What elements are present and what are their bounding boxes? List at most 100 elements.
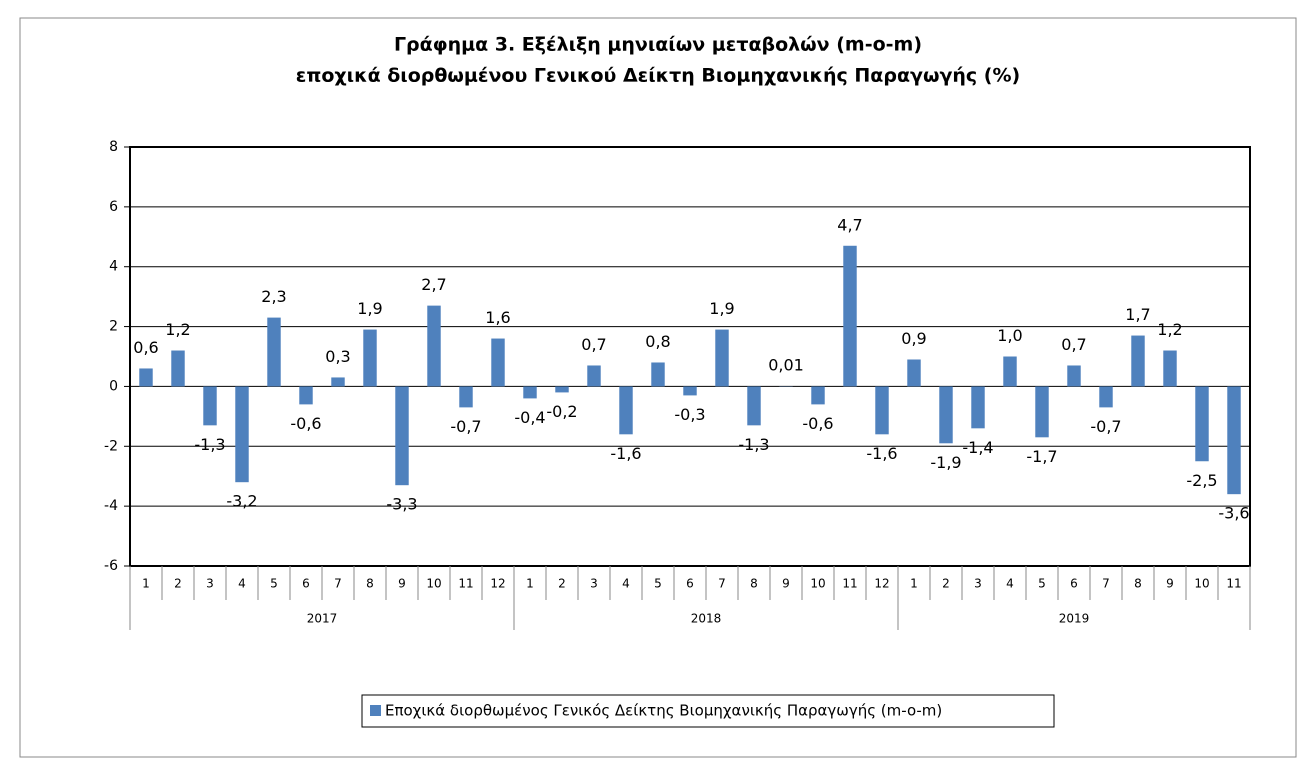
x-tick-label: 2 (558, 577, 566, 591)
x-tick-label: 2 (942, 577, 950, 591)
value-label: 1,2 (1157, 320, 1182, 339)
value-label: -3,6 (1218, 504, 1249, 523)
bar (971, 386, 984, 428)
value-label: 1,0 (997, 326, 1022, 345)
bar (619, 386, 632, 434)
value-label: 1,9 (357, 299, 382, 318)
bar (491, 339, 504, 387)
bar (203, 386, 216, 425)
bar (459, 386, 472, 407)
bar (1003, 357, 1016, 387)
bar (683, 386, 696, 395)
value-label: 4,7 (837, 215, 862, 234)
value-label: 1,7 (1125, 305, 1150, 324)
x-tick-label: 7 (718, 577, 726, 591)
value-label: 0,8 (645, 332, 670, 351)
x-tick-label: 6 (686, 577, 694, 591)
value-label: 0,9 (901, 329, 926, 348)
x-tick-label: 4 (622, 577, 630, 591)
bar (299, 386, 312, 404)
y-tick-label: 0 (109, 378, 118, 394)
chart-title: εποχικά διορθωμένου Γενικού Δείκτη Βιομη… (296, 65, 1020, 87)
x-tick-label: 11 (842, 577, 857, 591)
value-label: -1,3 (194, 435, 225, 454)
value-label: -0,6 (290, 414, 321, 433)
x-tick-label: 8 (750, 577, 758, 591)
y-tick-label: -4 (104, 498, 118, 514)
y-tick-label: -6 (104, 558, 118, 574)
value-label: 0,7 (1061, 335, 1086, 354)
x-tick-label: 10 (1194, 577, 1209, 591)
plot-area (130, 147, 1250, 566)
bar (1131, 336, 1144, 387)
bar (875, 386, 888, 434)
bar (331, 377, 344, 386)
y-tick-label: 8 (109, 139, 118, 155)
x-tick-label: 1 (910, 577, 918, 591)
x-tick-label: 2 (174, 577, 182, 591)
bar (1067, 365, 1080, 386)
x-tick-label: 10 (810, 577, 825, 591)
value-label: -1,4 (962, 438, 993, 457)
x-tick-label: 11 (458, 577, 473, 591)
y-tick-label: -2 (104, 438, 118, 454)
x-tick-label: 5 (654, 577, 662, 591)
bar (1227, 386, 1240, 494)
bar (907, 359, 920, 386)
value-label: -3,2 (226, 492, 257, 511)
value-label: -1,6 (610, 444, 641, 463)
bar (139, 368, 152, 386)
legend-label: Εποχικά διορθωμένος Γενικός Δείκτης Βιομ… (385, 702, 942, 720)
value-label: -1,6 (866, 444, 897, 463)
value-label: -1,3 (738, 435, 769, 454)
bar (555, 386, 568, 392)
y-tick-label: 6 (109, 199, 118, 215)
legend-swatch (370, 705, 381, 716)
x-tick-label: 10 (426, 577, 441, 591)
x-tick-label: 8 (1134, 577, 1142, 591)
bar (715, 330, 728, 387)
bar (427, 306, 440, 387)
x-tick-label: 9 (782, 577, 790, 591)
value-label: -1,7 (1026, 447, 1057, 466)
bar (1163, 351, 1176, 387)
bar (939, 386, 952, 443)
x-tick-label: 5 (270, 577, 278, 591)
x-tick-label: 6 (1070, 577, 1078, 591)
value-label: -2,5 (1186, 471, 1217, 490)
bar (811, 386, 824, 404)
value-label: 1,2 (165, 320, 190, 339)
x-tick-label: 9 (398, 577, 406, 591)
value-label: 1,6 (485, 308, 510, 327)
bar (523, 386, 536, 398)
bar (395, 386, 408, 485)
value-label: 0,3 (325, 347, 350, 366)
group-label: 2019 (1059, 612, 1090, 626)
value-label: 0,6 (133, 338, 158, 357)
value-label: 0,7 (581, 335, 606, 354)
value-label: -0,6 (802, 414, 833, 433)
bar (267, 318, 280, 387)
bar (1099, 386, 1112, 407)
value-label: -0,7 (450, 417, 481, 436)
value-label: -0,2 (546, 402, 577, 421)
bar (235, 386, 248, 482)
group-label: 2018 (691, 612, 722, 626)
value-label: -0,4 (514, 408, 545, 427)
bar (587, 365, 600, 386)
x-tick-label: 7 (1102, 577, 1110, 591)
value-label: -3,3 (386, 495, 417, 514)
group-label: 2017 (307, 612, 338, 626)
y-tick-label: 4 (109, 259, 118, 275)
x-tick-label: 12 (490, 577, 505, 591)
bar (363, 330, 376, 387)
x-tick-label: 11 (1226, 577, 1241, 591)
value-label: 1,9 (709, 299, 734, 318)
x-tick-label: 3 (590, 577, 598, 591)
value-label: 2,3 (261, 287, 286, 306)
x-tick-label: 8 (366, 577, 374, 591)
x-tick-label: 1 (526, 577, 534, 591)
value-label: -1,9 (930, 453, 961, 472)
